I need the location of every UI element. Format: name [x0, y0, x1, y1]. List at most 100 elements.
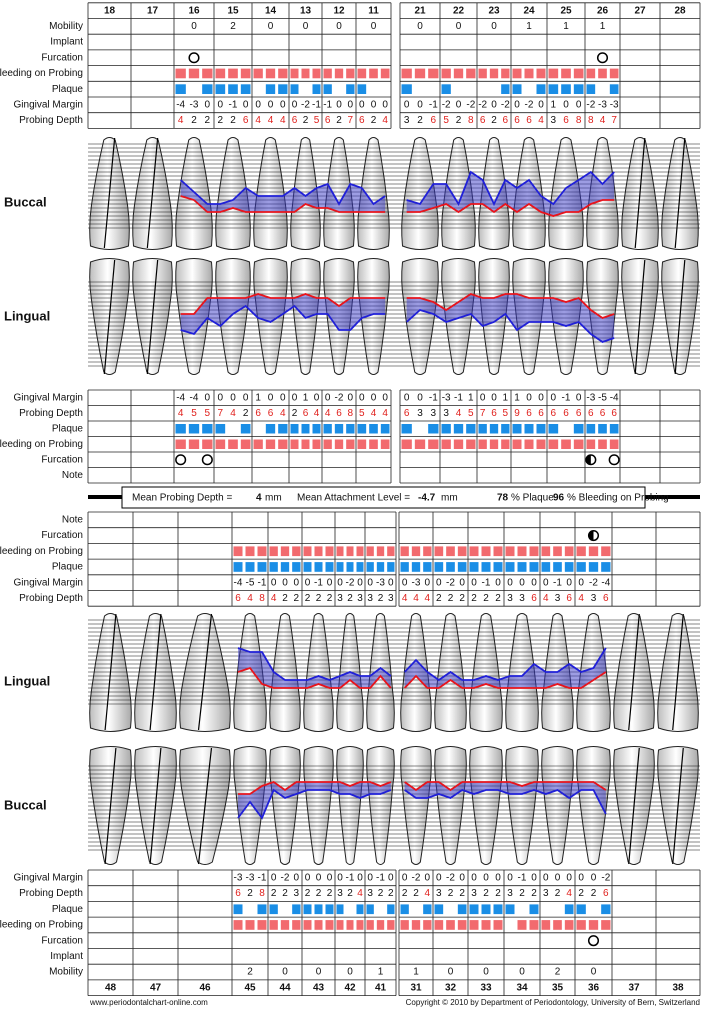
- probing-depth-value: 4: [566, 888, 572, 899]
- probing-depth-value: 3: [431, 408, 437, 419]
- gingival-margin-value: 0: [271, 577, 277, 588]
- gingival-margin-value: 1: [514, 392, 520, 403]
- tooth-number: 24: [523, 5, 535, 16]
- probing-depth-value: 9: [514, 408, 520, 419]
- mobility-value: 1: [563, 21, 569, 32]
- plaque-mark: [240, 424, 251, 434]
- plaque-mark: [278, 84, 288, 94]
- row-label: Furcation: [41, 454, 83, 465]
- probing-depth-value: 4: [178, 408, 184, 419]
- tooth-number: 18: [104, 5, 116, 16]
- probing-depth-value: 6: [303, 408, 309, 419]
- gingival-margin-value: -1: [553, 577, 562, 588]
- bleeding-mark: [334, 439, 344, 449]
- gingival-line: [238, 780, 392, 795]
- mobility-value: 0: [456, 21, 462, 32]
- bleeding-mark: [323, 439, 332, 449]
- bleeding-mark: [529, 546, 539, 557]
- probing-depth-value: 3: [543, 888, 549, 899]
- probing-depth-value: 2: [378, 888, 384, 899]
- gingival-margin-value: -3: [376, 577, 385, 588]
- gingival-margin-value: -4: [610, 392, 619, 403]
- probing-depth-value: 6: [268, 408, 274, 419]
- furcation-circle: [188, 52, 200, 64]
- bleeding-mark: [366, 546, 374, 557]
- probing-depth-value: 2: [413, 888, 419, 899]
- gingival-margin-value: -2: [442, 99, 451, 110]
- row-label: Plaque: [52, 423, 84, 434]
- bleeding-mark: [312, 439, 321, 449]
- plaque-mark: [245, 562, 255, 572]
- plaque-mark: [265, 424, 276, 434]
- probing-depth-value: 4: [271, 593, 277, 604]
- tooth-number: 11: [368, 5, 379, 16]
- probing-depth-value: 6: [603, 593, 609, 604]
- plaque-mark: [536, 84, 546, 94]
- gingival-margin-value: 0: [483, 872, 489, 883]
- probing-depth-value: 4: [280, 115, 286, 126]
- gingival-margin-value: 0: [327, 577, 333, 588]
- bleeding-mark: [336, 920, 344, 930]
- bleeding-mark: [469, 920, 479, 930]
- probing-depth-value: 3: [417, 408, 423, 419]
- plaque-mark: [505, 904, 515, 915]
- probing-depth-value: 3: [591, 593, 597, 604]
- gingival-margin-value: -1: [312, 99, 321, 110]
- bleeding-mark: [428, 439, 439, 449]
- gingival-margin-value: 0: [543, 872, 549, 883]
- bleeding-mark: [346, 920, 354, 930]
- gingival-margin-value: 0: [388, 577, 394, 588]
- attachment-line: [404, 647, 607, 682]
- plaque-mark: [356, 562, 364, 572]
- tooth: [366, 746, 395, 865]
- bleeding-mark: [175, 439, 186, 449]
- probing-depth-value: 3: [294, 888, 300, 899]
- missing-tooth-slash: [672, 613, 684, 731]
- bleeding-mark: [588, 546, 599, 557]
- gingival-margin-value: 0: [359, 99, 365, 110]
- gingival-margin-value: -3: [412, 577, 421, 588]
- row-label: Gingival Margin: [14, 872, 83, 883]
- probing-depth-value: 2: [448, 593, 454, 604]
- plaque-mark: [334, 424, 344, 434]
- probing-depth-value: 2: [336, 115, 342, 126]
- probing-depth-value: 6: [531, 593, 537, 604]
- probing-depth-value: 2: [495, 888, 501, 899]
- plaque-mark: [481, 904, 491, 915]
- plaque-mark: [446, 562, 455, 572]
- bleeding-mark: [446, 920, 455, 930]
- gingival-margin-value: 0: [578, 872, 584, 883]
- probing-depth-value: 4: [314, 408, 320, 419]
- plaque-mark: [423, 562, 432, 572]
- probing-depth-value: 4: [247, 593, 253, 604]
- probing-depth-value: 5: [359, 408, 365, 419]
- plaque-mark: [240, 84, 251, 94]
- plaque-mark: [401, 424, 412, 434]
- bleeding-mark: [529, 920, 539, 930]
- probing-depth-value: 2: [205, 115, 211, 126]
- probing-depth-value: 4: [371, 408, 377, 419]
- row-label: Gingival Margin: [14, 99, 83, 110]
- probing-depth-value: 2: [417, 115, 423, 126]
- plaque-mark: [312, 424, 321, 434]
- bleeding-mark: [548, 439, 559, 449]
- gingival-line: [406, 293, 615, 319]
- furcation-mark: [175, 454, 187, 466]
- gingival-margin-value: 0: [382, 392, 388, 403]
- gingival-margin-value: 0: [538, 392, 544, 403]
- gingival-margin-value: 0: [243, 99, 249, 110]
- gingival-margin-value: 0: [205, 392, 211, 403]
- bleeding-mark: [400, 920, 409, 930]
- probing-depth-value: 2: [347, 888, 353, 899]
- bleeding-mark: [598, 439, 607, 449]
- plaque-mark: [529, 904, 539, 915]
- probing-depth-value: 2: [519, 888, 525, 899]
- gingival-margin-value: -2: [589, 577, 598, 588]
- gingival-margin-value: -2: [446, 577, 455, 588]
- mobility-value: 2: [555, 967, 561, 978]
- plaque-mark: [601, 562, 611, 572]
- bleeding-mark: [489, 68, 499, 79]
- probing-depth-value: 2: [327, 593, 333, 604]
- tooth-number: 14: [265, 5, 277, 16]
- gingival-margin-value: 0: [336, 99, 342, 110]
